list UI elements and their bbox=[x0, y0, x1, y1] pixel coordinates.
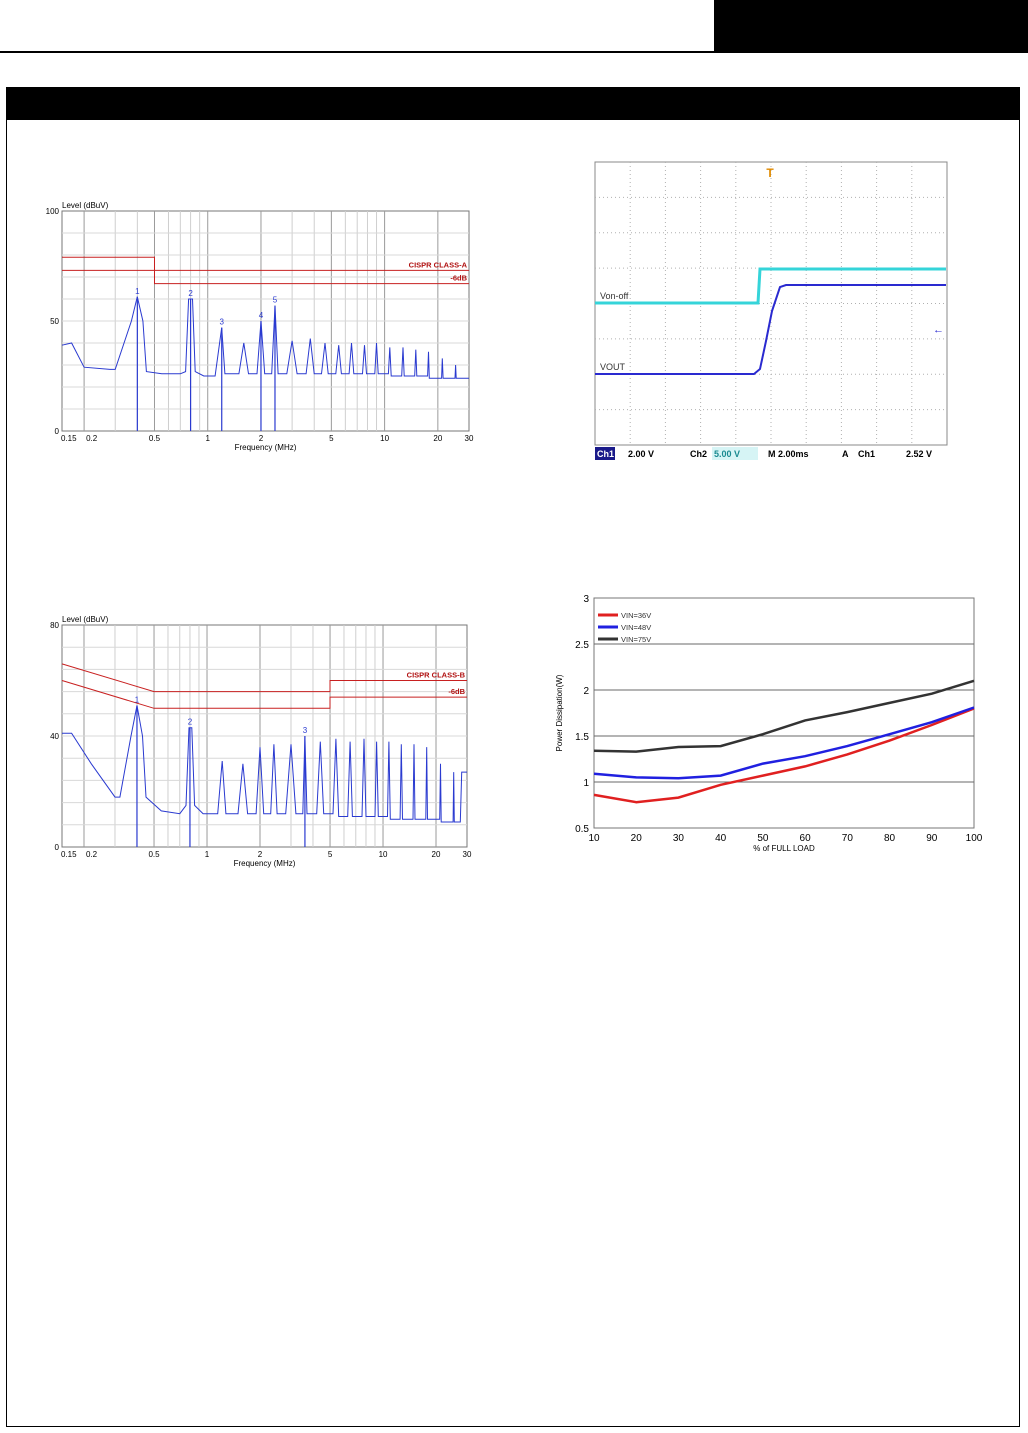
emi-class-a-chart: 0 50 100 0.15 0.2 0.5 1 2 5 10 20 30 Level (dBuV) Fre… bbox=[30, 196, 480, 458]
x-tick-label: 100 bbox=[966, 833, 983, 844]
x-tick-label: 0.5 bbox=[148, 850, 160, 859]
y-tick-label: 2 bbox=[583, 686, 589, 697]
x-tick-label: 80 bbox=[884, 833, 896, 844]
emi-class-b-svg: 0 40 80 0.15 0.2 0.5 1 2 5 10 20 30 Level (dBuV) Freq… bbox=[50, 615, 472, 868]
x-tick-label: 50 bbox=[757, 833, 769, 844]
limit-line bbox=[62, 256, 469, 271]
limit-line bbox=[61, 680, 467, 709]
y-tick-label: 3 bbox=[583, 594, 589, 605]
trigger-level: 2.52 V bbox=[906, 449, 932, 459]
y-tick-label: 0 bbox=[55, 843, 60, 852]
power-dissipation-svg: 0.5 1 1.5 2 2.5 3 10 20 30 40 50 60 70 80 90 100 % of FU… bbox=[555, 594, 983, 853]
x-tick-label: 0.5 bbox=[149, 434, 161, 443]
series-line bbox=[593, 707, 975, 804]
x-tick-label: 5 bbox=[329, 434, 334, 443]
y-axis-title: Level (dBuV) bbox=[62, 615, 109, 624]
scope-svg: T ← Von-off VOUT Ch1 2.00 V Ch2 5.00 V M 2.00ms A… bbox=[594, 161, 948, 460]
y-tick-label: 100 bbox=[46, 207, 60, 216]
x-tick-label: 70 bbox=[842, 833, 854, 844]
x-tick-label: 0.2 bbox=[86, 434, 98, 443]
x-tick-label: 30 bbox=[463, 850, 472, 859]
legend-label: VIN=48V bbox=[621, 623, 651, 632]
x-tick-label: 30 bbox=[465, 434, 474, 443]
legend-label: VIN=75V bbox=[621, 635, 651, 644]
emi-class-a-svg: 0 50 100 0.15 0.2 0.5 1 2 5 10 20 30 Level (dBuV) Fre… bbox=[46, 201, 474, 452]
ch1-scale: 2.00 V bbox=[628, 449, 654, 459]
scope-chart: T ← Von-off VOUT Ch1 2.00 V Ch2 5.00 V M 2.00ms A… bbox=[594, 161, 950, 461]
emission-trace bbox=[62, 705, 467, 823]
limit-line-label: CISPR CLASS-B bbox=[407, 671, 466, 680]
section-header-bar bbox=[6, 87, 1020, 120]
limit-line-label: CISPR CLASS-A bbox=[409, 260, 468, 269]
y-axis-title: Level (dBuV) bbox=[62, 201, 109, 210]
header-rule bbox=[0, 51, 1028, 53]
x-tick-label: 60 bbox=[800, 833, 812, 844]
y-axis-title: Power Dissipation(W) bbox=[555, 674, 564, 751]
x-tick-label: 10 bbox=[588, 833, 600, 844]
von-off-trace bbox=[595, 267, 946, 305]
x-tick-label: 20 bbox=[433, 434, 442, 443]
x-tick-label: 30 bbox=[673, 833, 685, 844]
marker-label: 3 bbox=[220, 318, 225, 327]
limit-line bbox=[62, 269, 469, 285]
x-tick-label: 2 bbox=[258, 850, 263, 859]
vout-trace bbox=[595, 284, 946, 375]
y-tick-label: 0.5 bbox=[575, 824, 589, 835]
x-axis-title: Frequency (MHz) bbox=[235, 443, 297, 452]
y-tick-label: 40 bbox=[50, 732, 59, 741]
x-tick-label: 0.15 bbox=[61, 850, 77, 859]
trigger-channel: Ch1 bbox=[858, 449, 875, 459]
x-tick-label: 5 bbox=[328, 850, 333, 859]
x-tick-label: 40 bbox=[715, 833, 727, 844]
y-tick-label: 80 bbox=[50, 621, 59, 630]
marker-label: 2 bbox=[188, 718, 193, 727]
x-axis-title: Frequency (MHz) bbox=[234, 859, 296, 868]
x-tick-label: 20 bbox=[432, 850, 441, 859]
y-tick-label: 1.5 bbox=[575, 732, 589, 743]
timebase: M 2.00ms bbox=[768, 449, 809, 459]
y-tick-label: 50 bbox=[50, 317, 59, 326]
ch1-tag: Ch1 bbox=[597, 449, 614, 459]
header-black-block bbox=[714, 0, 1028, 51]
trigger-level-icon: ← bbox=[933, 324, 944, 336]
limit-line-label: -6dB bbox=[448, 687, 465, 696]
marker-label: 4 bbox=[259, 311, 264, 320]
y-tick-label: 0 bbox=[55, 427, 60, 436]
vout-label: VOUT bbox=[600, 362, 626, 372]
trigger-mode: A bbox=[842, 449, 849, 459]
y-tick-label: 2.5 bbox=[575, 640, 589, 651]
marker-label: 1 bbox=[135, 695, 140, 704]
x-tick-label: 2 bbox=[259, 434, 264, 443]
limit-line-label: -6dB bbox=[450, 274, 467, 283]
emi-class-b-chart: 0 40 80 0.15 0.2 0.5 1 2 5 10 20 30 Level (dBuV) Freq… bbox=[30, 610, 480, 872]
ch2-scale: 5.00 V bbox=[714, 449, 740, 459]
y-tick-label: 1 bbox=[583, 778, 589, 789]
marker-label: 3 bbox=[303, 726, 308, 735]
x-tick-label: 0.15 bbox=[61, 434, 77, 443]
series-line bbox=[593, 706, 975, 780]
legend-label: VIN=36V bbox=[621, 611, 651, 620]
ch1-tag-bg bbox=[595, 447, 615, 460]
marker-label: 5 bbox=[273, 296, 278, 305]
limit-line bbox=[61, 663, 467, 693]
x-tick-label: 1 bbox=[205, 850, 210, 859]
marker-label: 2 bbox=[188, 289, 193, 298]
marker-label: 1 bbox=[135, 287, 140, 296]
x-tick-label: 20 bbox=[631, 833, 643, 844]
x-tick-label: 10 bbox=[379, 850, 388, 859]
x-tick-label: 10 bbox=[380, 434, 389, 443]
power-dissipation-chart: 0.5 1 1.5 2 2.5 3 10 20 30 40 50 60 70 80 90 100 % of FU… bbox=[548, 590, 998, 870]
von-off-label: Von-off bbox=[600, 291, 629, 301]
emission-trace bbox=[61, 296, 469, 379]
ch2-tag: Ch2 bbox=[690, 449, 707, 459]
series-line bbox=[593, 679, 975, 753]
x-tick-label: 0.2 bbox=[86, 850, 98, 859]
x-tick-label: 1 bbox=[206, 434, 211, 443]
x-axis-title: % of FULL LOAD bbox=[753, 844, 815, 853]
x-tick-label: 90 bbox=[926, 833, 938, 844]
trigger-position-icon: T bbox=[766, 166, 774, 180]
plot-area bbox=[593, 597, 975, 829]
ch2-value-bg bbox=[712, 447, 758, 460]
